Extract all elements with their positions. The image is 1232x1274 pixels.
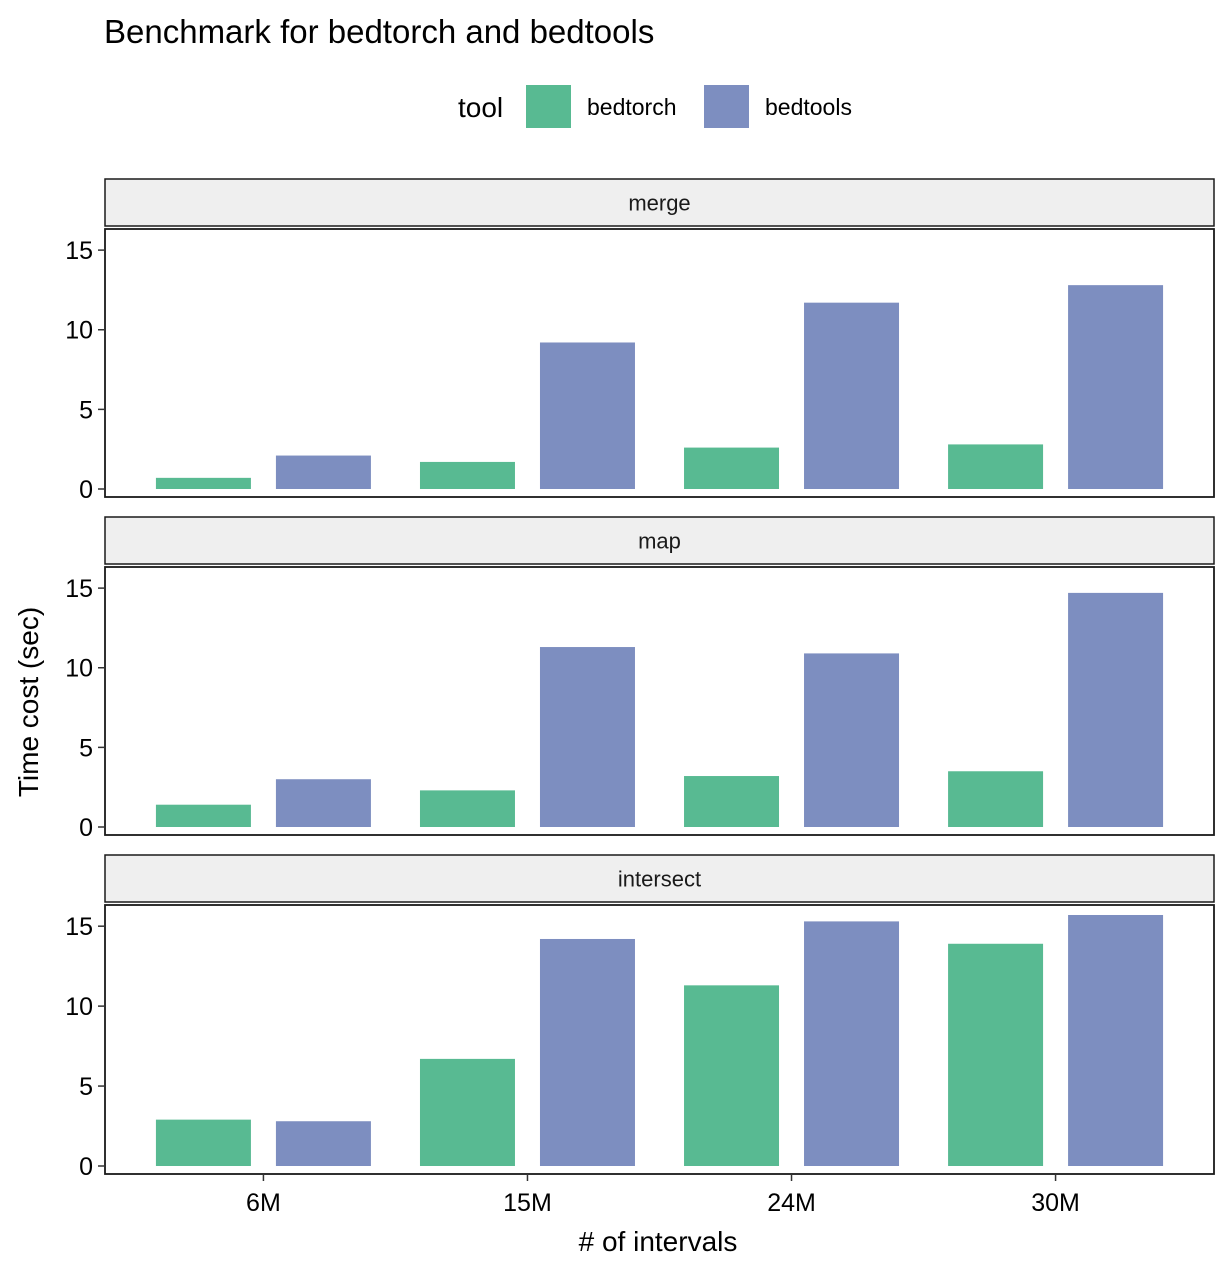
bar-merge-bedtorch-24M bbox=[684, 447, 780, 489]
y-axis-title: Time cost (sec) bbox=[13, 607, 44, 797]
bar-intersect-bedtorch-15M bbox=[419, 1058, 515, 1166]
bar-intersect-bedtools-30M bbox=[1068, 914, 1164, 1166]
y-tick-label: 10 bbox=[65, 993, 93, 1021]
bar-map-bedtorch-15M bbox=[419, 790, 515, 827]
y-tick-label: 10 bbox=[65, 317, 93, 345]
bar-map-bedtorch-30M bbox=[948, 771, 1044, 827]
bar-merge-bedtorch-30M bbox=[948, 444, 1044, 489]
bar-merge-bedtools-30M bbox=[1068, 285, 1164, 489]
bar-intersect-bedtorch-24M bbox=[684, 985, 780, 1166]
legend-swatch-bedtools bbox=[704, 85, 749, 128]
legend: tool bedtorch bedtools bbox=[458, 85, 852, 128]
bar-merge-bedtorch-6M bbox=[155, 477, 251, 489]
facet-panels: merge 0 5 10 15 map 0 5 10 15 intersect 0 5 10 15 bbox=[65, 178, 1215, 1181]
facet-strip-label: merge bbox=[628, 191, 690, 216]
y-tick-label: 0 bbox=[79, 476, 93, 504]
y-tick-label: 5 bbox=[79, 734, 93, 762]
facet-merge: merge 0 5 10 15 bbox=[65, 178, 1215, 504]
facet-strip-label: intersect bbox=[618, 867, 701, 892]
bar-intersect-bedtools-24M bbox=[804, 921, 900, 1166]
bar-map-bedtools-30M bbox=[1068, 592, 1164, 827]
bar-merge-bedtools-24M bbox=[804, 302, 900, 489]
bar-map-bedtorch-6M bbox=[155, 804, 251, 827]
legend-swatch-bedtorch bbox=[526, 85, 571, 128]
y-tick-label: 0 bbox=[79, 814, 93, 842]
panel-border bbox=[104, 566, 1215, 836]
bar-map-bedtools-15M bbox=[539, 647, 635, 827]
y-tick-label: 10 bbox=[65, 655, 93, 683]
bar-merge-bedtools-15M bbox=[539, 342, 635, 489]
legend-title: tool bbox=[458, 92, 503, 123]
y-tick-label: 15 bbox=[65, 575, 93, 603]
y-tick-label: 15 bbox=[65, 237, 93, 265]
legend-label-bedtools: bedtools bbox=[765, 94, 852, 120]
chart-title: Benchmark for bedtorch and bedtools bbox=[104, 13, 654, 50]
y-tick-label: 0 bbox=[79, 1153, 93, 1181]
facet-strip-label: map bbox=[638, 529, 681, 554]
bar-intersect-bedtorch-6M bbox=[155, 1119, 251, 1166]
bar-intersect-bedtorch-30M bbox=[948, 943, 1044, 1166]
panel-border bbox=[104, 904, 1215, 1175]
x-tick-label: 15M bbox=[503, 1189, 552, 1217]
y-tick-label: 5 bbox=[79, 396, 93, 424]
bar-intersect-bedtools-6M bbox=[275, 1121, 371, 1166]
y-tick-label: 15 bbox=[65, 913, 93, 941]
bar-merge-bedtools-6M bbox=[275, 455, 371, 489]
x-tick-label: 30M bbox=[1031, 1189, 1080, 1217]
x-tick-label: 6M bbox=[246, 1189, 281, 1217]
x-axis-title: # of intervals bbox=[579, 1226, 738, 1257]
legend-label-bedtorch: bedtorch bbox=[587, 94, 677, 120]
facet-intersect: intersect 0 5 10 15 bbox=[65, 854, 1215, 1181]
bar-map-bedtools-6M bbox=[275, 779, 371, 827]
bar-merge-bedtorch-15M bbox=[419, 461, 515, 489]
facet-map: map 0 5 10 15 bbox=[65, 516, 1215, 842]
bar-map-bedtorch-24M bbox=[684, 776, 780, 827]
x-tick-label: 24M bbox=[767, 1189, 816, 1217]
facet-strip bbox=[104, 178, 1215, 227]
x-axis: 6M 15M 24M 30M bbox=[246, 1174, 1080, 1217]
bar-intersect-bedtools-15M bbox=[539, 938, 635, 1166]
panel-border bbox=[104, 228, 1215, 498]
facet-strip bbox=[104, 516, 1215, 565]
facet-strip bbox=[104, 854, 1215, 903]
bar-map-bedtools-24M bbox=[804, 653, 900, 827]
y-tick-label: 5 bbox=[79, 1073, 93, 1101]
